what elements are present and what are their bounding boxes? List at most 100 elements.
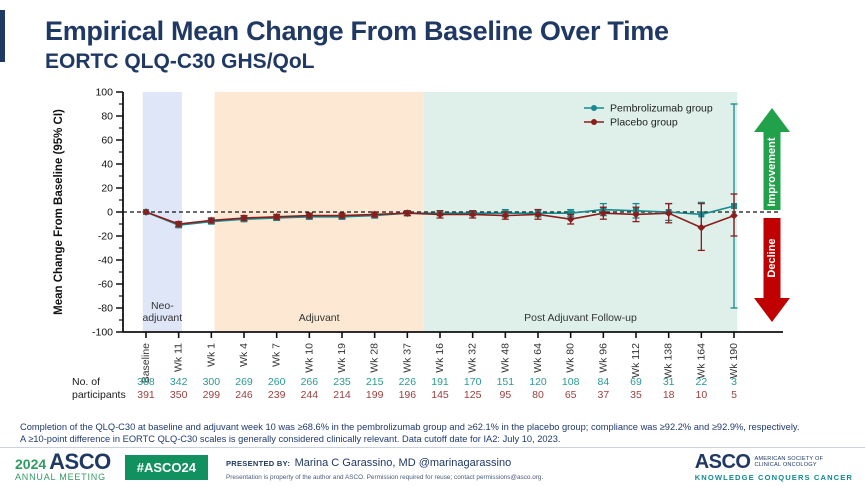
participants-placebo-value: 80 [532, 389, 544, 401]
asco-meeting-logo: 2024 ASCO ANNUAL MEETING [15, 449, 111, 482]
participants-placebo-value: 244 [301, 389, 319, 401]
footnote-line2: A ≥10-point difference in EORTC QLQ-C30 … [20, 434, 561, 445]
x-tick-label: Baseline [140, 343, 152, 383]
y-tick-label: -60 [98, 279, 113, 291]
x-tick-label: Wk 80 [565, 343, 577, 373]
presented-by-label: PRESENTED BY: [225, 459, 291, 468]
x-tick-label: Wk 10 [303, 343, 315, 373]
participants-placebo-value: 65 [565, 389, 577, 401]
presenter-line: PRESENTED BY: Marina C Garassino, MD @ma… [226, 453, 543, 471]
page-title: Empirical Mean Change From Baseline Over… [45, 16, 669, 46]
x-tick-label: Wk 190 [728, 343, 740, 379]
participants-pembrolizumab-value: 215 [366, 376, 384, 388]
y-tick-label: 100 [95, 87, 113, 99]
participants-pembrolizumab-value: 388 [137, 376, 155, 388]
footer-divider [0, 447, 865, 448]
y-tick-label: 60 [101, 135, 113, 147]
x-tick-label: Wk 1 [205, 343, 217, 367]
svg-text:Decline: Decline [766, 238, 778, 277]
asco-society-text: AMERICAN SOCIETY OF CLINICAL ONCOLOGY [755, 456, 824, 468]
phase-label: Post Adjuvant Follow-up [524, 312, 637, 324]
participants-placebo-value: 391 [137, 389, 155, 401]
participants-placebo-value: 196 [399, 389, 417, 401]
x-tick-label: Wk 37 [401, 343, 413, 373]
legend: Pembrolizumab group Placebo group [584, 103, 713, 129]
participants-pembrolizumab-value: 120 [529, 376, 547, 388]
series-diamond [142, 193, 738, 252]
participants-pembrolizumab-value: 151 [497, 376, 515, 388]
participants-pembrolizumab-value: 31 [663, 376, 675, 388]
y-tick-label: 80 [101, 111, 113, 123]
participants-placebo-value: 246 [235, 389, 253, 401]
participants-pembrolizumab-value: 235 [333, 376, 351, 388]
x-tick-label: Wk 32 [467, 343, 479, 373]
legend-label: Placebo group [610, 117, 678, 129]
participants-placebo-value: 199 [366, 389, 384, 401]
x-tick-label: Wk 48 [499, 343, 511, 373]
x-tick-label: Wk 138 [663, 343, 675, 379]
participants-pembrolizumab-value: 22 [695, 376, 707, 388]
annual-meeting-label: ANNUAL MEETING [15, 472, 106, 482]
y-tick-label: -80 [98, 303, 113, 315]
phase-label: Neo- [151, 300, 174, 312]
asco-wordmark: ASCO [49, 449, 111, 474]
x-tick-label: Wk 164 [695, 343, 707, 379]
x-tick-label: Wk 96 [597, 343, 609, 373]
left-accent-bar [0, 10, 5, 62]
decline-arrow: Decline [754, 218, 790, 322]
x-tick-label: Wk 112 [630, 343, 642, 378]
participants-label-line2: participants [72, 389, 126, 401]
axes: 100 80 60 40 20 0 -20 -40 -60 -80 -100 Mean Change … [53, 87, 783, 383]
participants-pembrolizumab-value: 260 [268, 376, 286, 388]
y-tick-label: 40 [101, 159, 113, 171]
y-tick-label: 20 [101, 183, 113, 195]
participants-pembrolizumab-value: 108 [562, 376, 580, 388]
participants-placebo-value: 299 [203, 389, 221, 401]
participants-pembrolizumab-value: 3 [731, 376, 737, 388]
participants-placebo-value: 37 [597, 389, 609, 401]
society-line1: AMERICAN SOCIETY OF [754, 455, 824, 462]
svg-text:Improvement: Improvement [766, 137, 778, 206]
permission-note: Presentation is property of the author a… [225, 474, 544, 481]
presenter-name: Marina C Garassino, MD @marinagarassino [294, 457, 512, 469]
asco-tagline: KNOWLEDGE CONQUERS CANCER [694, 472, 853, 482]
x-tick-label: Wk 4 [238, 343, 250, 367]
chart-svg: Neo-adjuvant Adjuvant Post Adjuvant Follow… [53, 87, 790, 401]
y-tick-label: -40 [98, 255, 113, 267]
participants-placebo-value: 35 [630, 389, 642, 401]
participants-pembrolizumab-value: 69 [630, 376, 642, 388]
x-tick-label: Wk 11 [173, 343, 185, 372]
participants-placebo-value: 214 [333, 389, 351, 401]
participants-pembrolizumab-value: 191 [431, 376, 449, 388]
footnote: Completion of the QLQ-C30 at baseline an… [20, 421, 856, 445]
participants-label-line1: No. of [72, 376, 100, 388]
presenter-block: PRESENTED BY: Marina C Garassino, MD @ma… [226, 453, 543, 481]
phase-label: Adjuvant [299, 312, 340, 324]
participants-placebo-value: 125 [464, 389, 482, 401]
x-tick-label: Wk 7 [271, 343, 283, 367]
asco-org-row: ASCO AMERICAN SOCIETY OF CLINICAL ONCOLO… [694, 450, 853, 473]
participants-pembrolizumab-value: 226 [399, 376, 417, 388]
participants-placebo-value: 5 [731, 389, 737, 401]
participants-pembrolizumab-value: 342 [170, 376, 188, 388]
participants-placebo-value: 145 [431, 389, 449, 401]
asco-org-logo: ASCO AMERICAN SOCIETY OF CLINICAL ONCOLO… [694, 450, 853, 482]
x-tick-label: Wk 19 [336, 343, 348, 373]
x-tick-label: Wk 16 [434, 343, 446, 373]
improvement-arrow: Improvement [754, 108, 790, 210]
meeting-year: 2024 [15, 456, 47, 472]
asco-org-wordmark: ASCO [694, 450, 751, 473]
y-axis-title: Mean Change From Baseline (95% CI) [53, 109, 65, 315]
x-tick-label: Wk 28 [369, 343, 381, 373]
participants-pembrolizumab-value: 300 [203, 376, 221, 388]
phase-label: adjuvant [142, 312, 182, 324]
footer: 2024 ASCO ANNUAL MEETING #ASCO24 PRESENT… [15, 451, 853, 483]
participants-pembrolizumab-value: 266 [301, 376, 319, 388]
society-line2: CLINICAL ONCOLOGY [754, 461, 817, 468]
participants-pembrolizumab-value: 170 [464, 376, 482, 388]
page-subtitle: EORTC QLQ-C30 GHS/QoL [45, 50, 315, 73]
y-tick-label: -100 [92, 327, 113, 339]
asco-meeting-logo-row: 2024 ASCO [15, 449, 111, 474]
